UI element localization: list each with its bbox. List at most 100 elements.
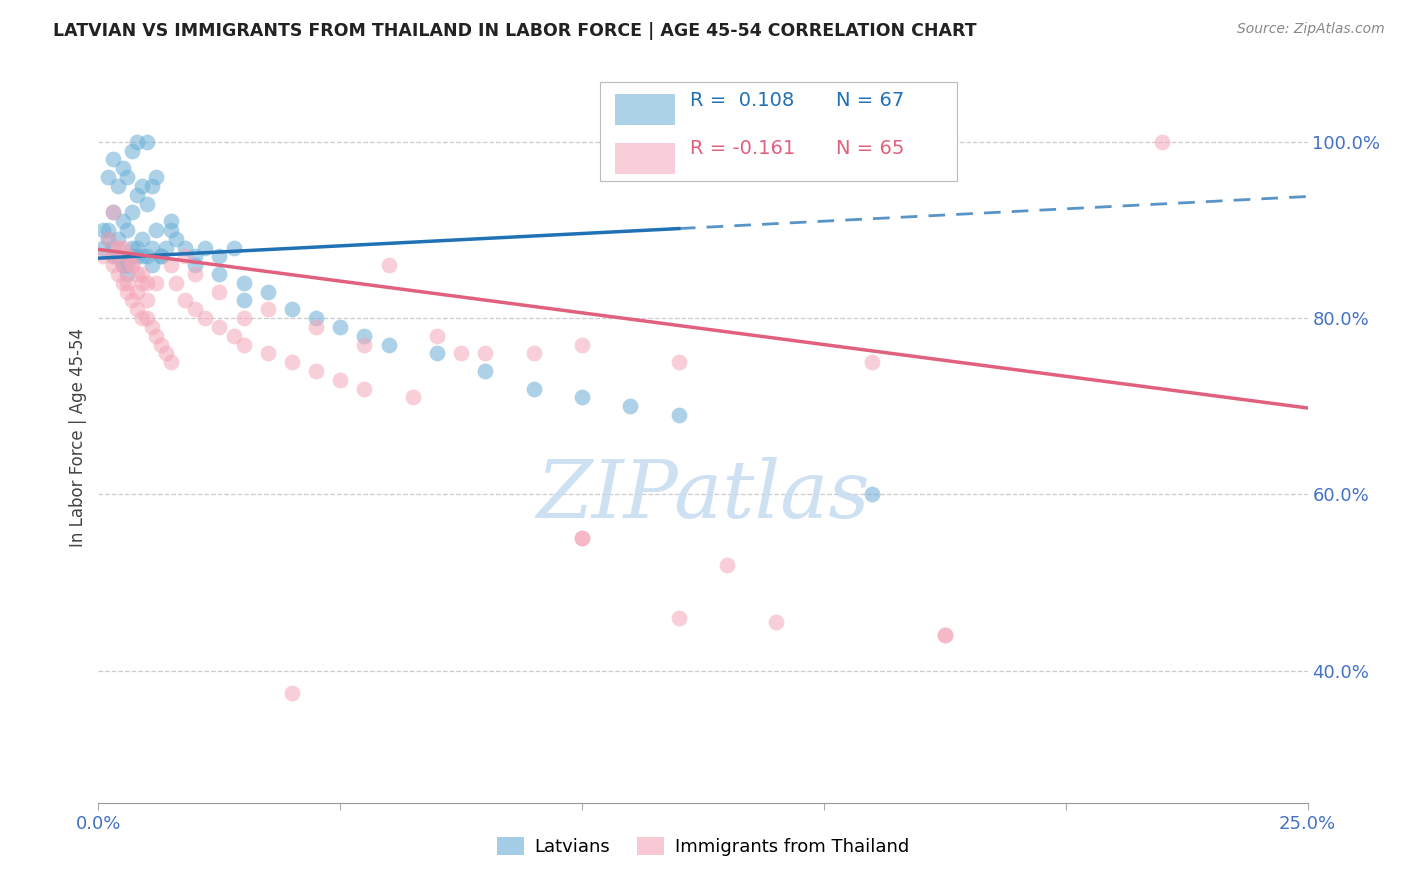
Point [121,144,143,158]
Point [91,241,114,255]
Point [101,205,124,219]
Point [101,249,124,263]
Point [208,285,231,299]
Point [111,161,134,176]
Point [571,391,593,405]
Point [184,249,207,263]
Point [668,408,690,422]
Point [160,258,183,272]
Point [155,346,177,360]
Y-axis label: In Labor Force | Age 45-54: In Labor Force | Age 45-54 [69,327,87,547]
Point [232,276,254,290]
Point [860,355,883,369]
Point [232,337,254,351]
Point [111,276,134,290]
Text: N = 67: N = 67 [837,91,904,110]
Point [523,382,546,396]
Point [155,241,177,255]
Point [127,187,149,202]
Point [135,196,157,211]
Point [256,302,278,317]
Point [860,487,883,501]
Point [619,399,641,413]
Point [131,276,153,290]
Text: R =  0.108: R = 0.108 [690,91,794,110]
Point [131,178,153,193]
Point [135,276,157,290]
Point [150,249,173,263]
Point [97,232,120,246]
Point [281,355,304,369]
Point [184,267,207,281]
Point [150,249,173,263]
Point [165,276,187,290]
Point [571,337,593,351]
Point [97,170,120,185]
Text: ZIPatlas: ZIPatlas [536,457,870,534]
Point [121,205,143,219]
Point [141,241,163,255]
FancyBboxPatch shape [600,82,957,181]
Text: LATVIAN VS IMMIGRANTS FROM THAILAND IN LABOR FORCE | AGE 45-54 CORRELATION CHART: LATVIAN VS IMMIGRANTS FROM THAILAND IN L… [53,22,977,40]
Point [107,232,129,246]
Point [117,285,139,299]
Point [121,258,143,272]
Point [127,267,149,281]
Point [117,267,139,281]
Point [353,328,375,343]
Point [450,346,472,360]
Text: N = 65: N = 65 [837,139,904,159]
Point [141,258,163,272]
Point [127,135,149,149]
Point [107,249,129,263]
Point [571,532,593,546]
Point [353,337,375,351]
Point [111,241,134,255]
Point [716,558,738,572]
Point [97,223,120,237]
Point [97,232,120,246]
Text: Source: ZipAtlas.com: Source: ZipAtlas.com [1237,22,1385,37]
Point [174,241,197,255]
Point [305,320,328,334]
Point [121,249,143,263]
Point [474,364,496,378]
Point [668,611,690,625]
Point [426,328,449,343]
Point [329,373,352,387]
Point [305,364,328,378]
Point [141,178,163,193]
Point [165,232,187,246]
Point [101,241,124,255]
Point [127,241,149,255]
Point [135,135,157,149]
Point [121,258,143,272]
Point [101,249,124,263]
Point [135,249,157,263]
Point [474,346,496,360]
Point [127,249,149,263]
Point [208,267,231,281]
Point [668,355,690,369]
Point [131,267,153,281]
Point [232,293,254,308]
Point [145,170,167,185]
Point [107,178,129,193]
Point [571,532,593,546]
Point [765,615,787,629]
Point [111,258,134,272]
Point [117,170,139,185]
Point [377,337,399,351]
Point [194,311,217,326]
Point [91,249,114,263]
Point [107,267,129,281]
Point [131,249,153,263]
FancyBboxPatch shape [614,143,675,174]
Point [222,241,245,255]
Point [353,382,375,396]
Point [208,320,231,334]
Point [232,311,254,326]
Point [160,223,183,237]
Point [208,249,231,263]
Point [184,258,207,272]
